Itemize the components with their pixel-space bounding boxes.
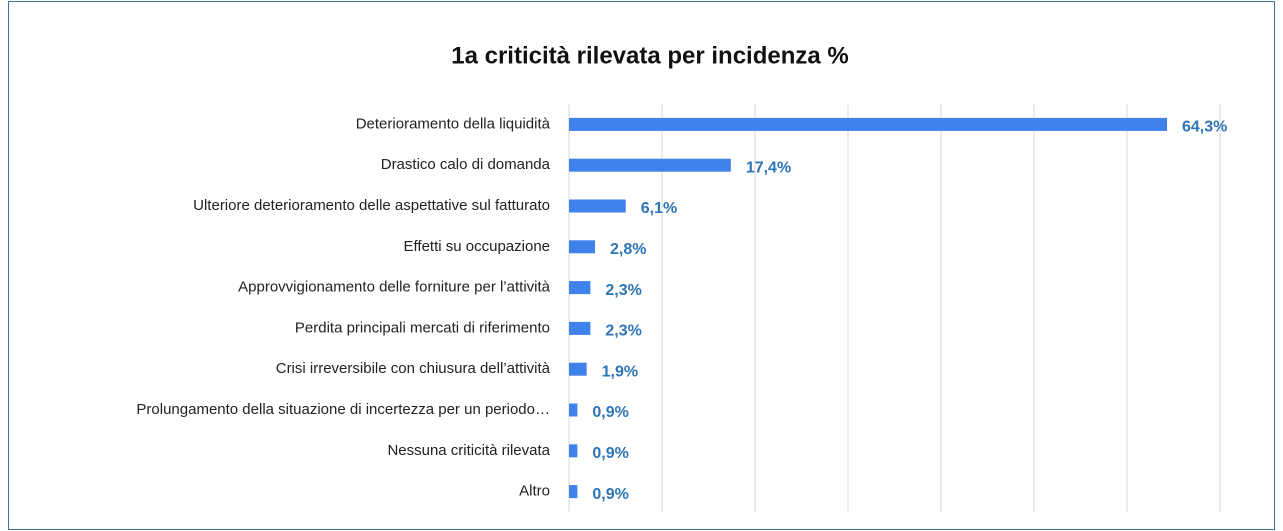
- data-label: 1,9%: [602, 363, 638, 380]
- bar: [569, 444, 578, 458]
- data-label: 64,3%: [1182, 119, 1227, 136]
- y-tick-label: Effetti su occupazione: [404, 238, 550, 255]
- data-label: 0,9%: [592, 486, 628, 503]
- y-tick-label: Approvvigionamento delle forniture per l…: [238, 279, 550, 296]
- y-tick-label: Drastico calo di domanda: [381, 156, 551, 173]
- y-tick-label: Ulteriore deterioramento delle aspettati…: [193, 197, 550, 214]
- bar: [569, 403, 578, 417]
- bar: [569, 117, 1167, 131]
- y-tick-label: Deterioramento della liquidità: [356, 115, 551, 132]
- bar: [569, 362, 587, 376]
- bar: [569, 158, 731, 172]
- bar: [569, 199, 626, 213]
- data-label: 2,8%: [610, 241, 646, 258]
- data-label: 0,9%: [592, 445, 628, 462]
- data-label: 17,4%: [746, 159, 791, 176]
- data-label: 2,3%: [605, 282, 641, 299]
- bar: [569, 485, 578, 499]
- bar: [569, 321, 591, 335]
- chart-border: [8, 1, 1275, 530]
- data-label: 6,1%: [641, 200, 677, 217]
- y-tick-label: Prolungamento della situazione di incert…: [136, 401, 550, 418]
- y-tick-label: Altro: [519, 483, 550, 500]
- y-tick-label: Perdita principali mercati di riferiment…: [295, 319, 550, 336]
- bar: [569, 281, 591, 295]
- chart-title: 1a criticità rilevata per incidenza %: [451, 42, 849, 69]
- data-label: 2,3%: [605, 323, 641, 340]
- bar: [569, 240, 596, 254]
- data-label: 0,9%: [592, 404, 628, 421]
- y-tick-label: Nessuna criticità rilevata: [387, 442, 550, 459]
- y-tick-label: Crisi irreversibile con chiusura dell’at…: [276, 360, 551, 377]
